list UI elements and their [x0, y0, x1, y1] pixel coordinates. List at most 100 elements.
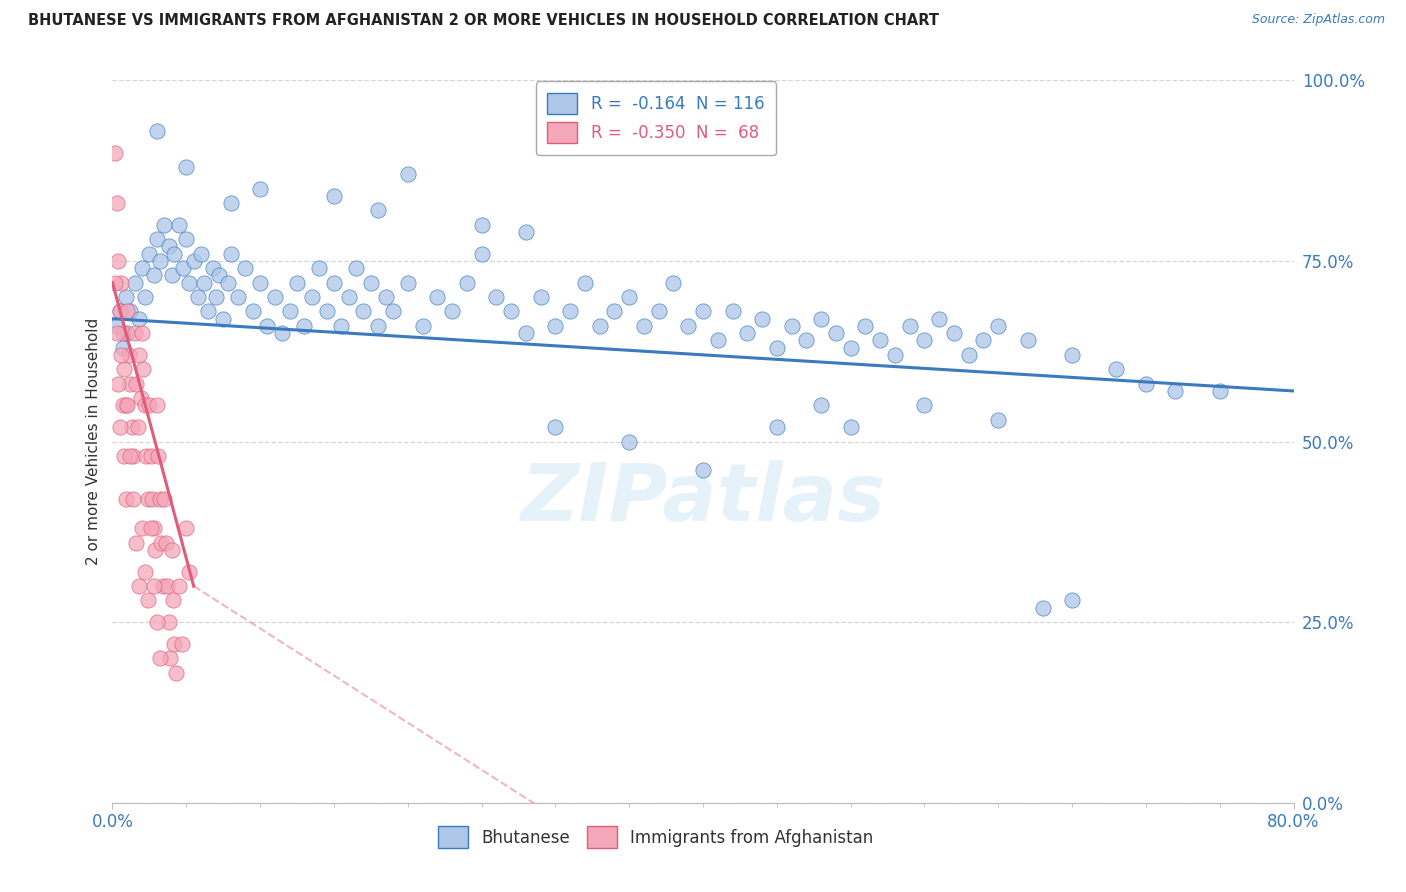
Point	[110, 276, 132, 290]
Point	[201, 261, 224, 276]
Point	[117, 304, 138, 318]
Point	[1164, 384, 1187, 398]
Point	[190, 246, 212, 260]
Point	[153, 492, 176, 507]
Point	[588, 318, 610, 333]
Point	[131, 261, 153, 276]
Point	[136, 593, 159, 607]
Point	[515, 225, 537, 239]
Point	[163, 637, 186, 651]
Point	[824, 326, 846, 341]
Point	[111, 326, 134, 341]
Point	[662, 276, 685, 290]
Point	[692, 463, 714, 477]
Point	[146, 398, 169, 412]
Point	[148, 449, 170, 463]
Point	[256, 318, 278, 333]
Point	[114, 398, 136, 412]
Point	[165, 665, 187, 680]
Point	[187, 290, 209, 304]
Point	[107, 376, 129, 391]
Point	[139, 449, 162, 463]
Point	[121, 420, 143, 434]
Point	[134, 398, 156, 412]
Point	[135, 449, 157, 463]
Point	[337, 290, 360, 304]
Point	[898, 318, 921, 333]
Point	[208, 268, 231, 283]
Point	[456, 276, 478, 290]
Point	[1062, 593, 1084, 607]
Point	[810, 311, 832, 326]
Point	[134, 565, 156, 579]
Point	[172, 261, 194, 276]
Point	[766, 420, 789, 434]
Point	[501, 304, 523, 318]
Point	[132, 362, 155, 376]
Point	[278, 304, 301, 318]
Point	[122, 492, 145, 507]
Point	[105, 318, 128, 333]
Point	[619, 434, 641, 449]
Point	[344, 261, 367, 276]
Point	[485, 290, 508, 304]
Point	[470, 218, 494, 232]
Point	[110, 348, 132, 362]
Point	[1208, 384, 1232, 398]
Point	[737, 326, 759, 341]
Point	[112, 449, 135, 463]
Text: BHUTANESE VS IMMIGRANTS FROM AFGHANISTAN 2 OR MORE VEHICLES IN HOUSEHOLD CORRELA: BHUTANESE VS IMMIGRANTS FROM AFGHANISTAN…	[28, 13, 939, 29]
Point	[120, 304, 142, 318]
Point	[117, 398, 138, 412]
Point	[957, 348, 980, 362]
Point	[869, 334, 891, 348]
Point	[146, 124, 169, 138]
Point	[721, 304, 744, 318]
Point	[529, 290, 551, 304]
Point	[149, 651, 172, 665]
Point	[149, 253, 172, 268]
Text: ZIPatlas: ZIPatlas	[520, 460, 886, 539]
Point	[212, 311, 235, 326]
Point	[138, 398, 160, 412]
Point	[117, 326, 138, 341]
Point	[1135, 376, 1157, 391]
Point	[219, 196, 242, 211]
Point	[633, 318, 655, 333]
Point	[1032, 600, 1054, 615]
Point	[426, 290, 449, 304]
Point	[104, 145, 127, 160]
Point	[217, 276, 239, 290]
Point	[603, 304, 626, 318]
Point	[155, 535, 177, 549]
Point	[118, 348, 141, 362]
Point	[264, 290, 287, 304]
Point	[108, 304, 131, 318]
Point	[159, 651, 181, 665]
Point	[179, 565, 201, 579]
Point	[146, 232, 169, 246]
Point	[780, 318, 803, 333]
Point	[942, 326, 965, 341]
Point	[179, 276, 201, 290]
Point	[796, 334, 818, 348]
Point	[156, 579, 179, 593]
Point	[707, 334, 730, 348]
Point	[153, 218, 176, 232]
Point	[127, 420, 149, 434]
Point	[292, 318, 315, 333]
Point	[197, 304, 219, 318]
Point	[242, 304, 264, 318]
Point	[108, 420, 131, 434]
Point	[142, 521, 165, 535]
Point	[142, 268, 165, 283]
Point	[142, 579, 165, 593]
Point	[374, 290, 396, 304]
Point	[855, 318, 877, 333]
Point	[160, 542, 183, 557]
Point	[470, 246, 494, 260]
Point	[114, 492, 136, 507]
Point	[367, 203, 389, 218]
Point	[108, 304, 131, 318]
Point	[914, 398, 936, 412]
